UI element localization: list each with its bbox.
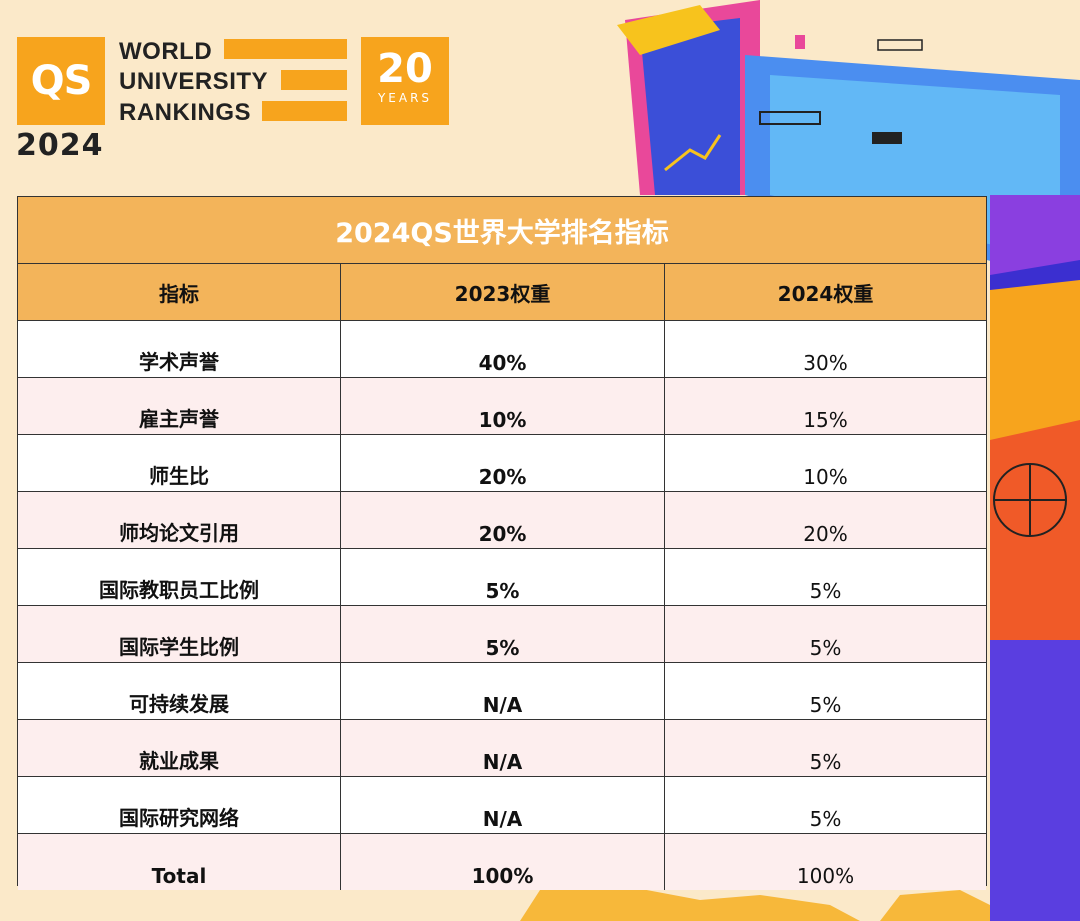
table-row: 师生比 20% 10%	[18, 435, 986, 492]
header-weight-2023: 2023权重	[341, 264, 665, 320]
header-weight-2024: 2024权重	[777, 281, 874, 306]
table-row: 国际教职员工比例 5% 5%	[18, 549, 986, 606]
table-row: 可持续发展 N/A 5%	[18, 663, 986, 720]
indicator-cell: 就业成果	[18, 720, 341, 776]
anniversary-badge: 20 YEARS	[361, 37, 449, 125]
logo-bar-1	[224, 39, 347, 59]
anniversary-word: YEARS	[377, 91, 433, 105]
weight-2024-cell: 5%	[809, 807, 842, 831]
table-total-row: Total 100% 100%	[18, 834, 986, 890]
weight-2023-cell: 5%	[341, 549, 665, 605]
weight-2024-cell: 10%	[803, 465, 848, 489]
table-row: 学术声誉 40% 30%	[18, 321, 986, 378]
table-row: 就业成果 N/A 5%	[18, 720, 986, 777]
ranking-year: 2024	[16, 128, 104, 163]
rankings-indicator-table: 2024QS世界大学排名指标 指标 2023权重 2024权重 学术声誉 40% 3…	[17, 196, 987, 890]
indicator-cell: 雇主声誉	[18, 378, 341, 434]
table-row: 师均论文引用 20% 20%	[18, 492, 986, 549]
indicator-cell: 师均论文引用	[18, 492, 341, 548]
table-row: 国际研究网络 N/A 5%	[18, 777, 986, 834]
logo-line-world: WORLD	[119, 38, 213, 65]
weight-2023-cell: 40%	[341, 321, 665, 377]
table-row: 雇主声誉 10% 15%	[18, 378, 986, 435]
indicator-cell: 学术声誉	[18, 321, 341, 377]
weight-2024-cell: 5%	[809, 636, 842, 660]
weight-2023-cell: N/A	[341, 777, 665, 833]
qs-logo-text: QS	[30, 58, 93, 104]
weight-2023-cell: N/A	[341, 720, 665, 776]
weight-2023-cell: 10%	[341, 378, 665, 434]
anniversary-number: 20	[377, 46, 433, 92]
logo-line-university: UNIVERSITY	[119, 68, 269, 95]
indicator-cell: 可持续发展	[18, 663, 341, 719]
logo-bar-2	[281, 70, 347, 90]
indicator-cell: 师生比	[18, 435, 341, 491]
weight-2024-cell: 5%	[809, 750, 842, 774]
header-indicator: 指标	[18, 264, 341, 320]
indicator-cell: 国际研究网络	[18, 777, 341, 833]
indicator-cell: Total	[18, 834, 341, 890]
weight-2024-cell: 100%	[796, 864, 855, 888]
logo-line-rankings: RANKINGS	[119, 99, 252, 126]
weight-2024-cell: 5%	[809, 693, 842, 717]
logo-bar-3	[262, 101, 347, 121]
indicator-cell: 国际教职员工比例	[18, 549, 341, 605]
weight-2023-cell: 20%	[341, 435, 665, 491]
table-header-row: 指标 2023权重 2024权重	[18, 264, 986, 321]
weight-2023-cell: 20%	[341, 492, 665, 548]
weight-2024-cell: 15%	[803, 408, 848, 432]
indicator-cell: 国际学生比例	[18, 606, 341, 662]
weight-2024-cell: 30%	[803, 351, 848, 375]
weight-2023-cell: 5%	[341, 606, 665, 662]
weight-2024-cell: 5%	[809, 579, 842, 603]
weight-2023-cell: N/A	[341, 663, 665, 719]
weight-2023-cell: 100%	[341, 834, 665, 890]
table-row: 国际学生比例 5% 5%	[18, 606, 986, 663]
table-title: 2024QS世界大学排名指标	[18, 197, 986, 264]
qs-logo: QS	[17, 37, 105, 125]
weight-2024-cell: 20%	[803, 522, 848, 546]
